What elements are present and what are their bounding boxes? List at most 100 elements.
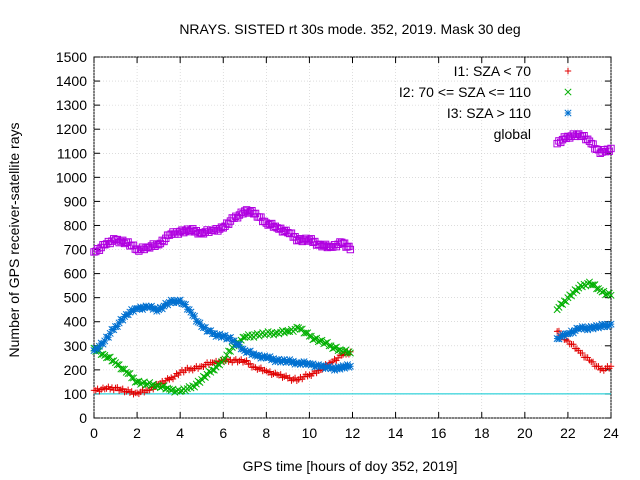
chart-title: NRAYS. SISTED rt 30s mode. 352, 2019. Ma… bbox=[179, 21, 520, 37]
x-tick-label: 20 bbox=[517, 425, 533, 441]
y-tick-label: 600 bbox=[64, 266, 88, 282]
y-tick-label: 1400 bbox=[56, 73, 87, 89]
y-tick-label: 500 bbox=[64, 290, 88, 306]
data-point bbox=[330, 344, 339, 352]
legend-label: I1: SZA < 70 bbox=[454, 63, 532, 79]
data-point bbox=[246, 360, 254, 367]
data-point bbox=[158, 383, 166, 391]
x-tick-label: 0 bbox=[90, 425, 98, 441]
x-tick-label: 2 bbox=[133, 425, 141, 441]
legend-marker bbox=[564, 88, 572, 96]
data-point bbox=[600, 287, 608, 295]
data-point bbox=[114, 384, 121, 391]
data-point bbox=[346, 245, 355, 254]
data-point bbox=[243, 357, 250, 364]
y-tick-label: 1200 bbox=[56, 121, 87, 137]
data-point bbox=[284, 327, 292, 335]
x-tick-label: 24 bbox=[603, 425, 619, 441]
y-tick-label: 1300 bbox=[56, 97, 87, 113]
y-axis-label: Number of GPS receiver-satellite rays bbox=[6, 123, 22, 358]
y-tick-label: 400 bbox=[64, 314, 88, 330]
data-point bbox=[113, 361, 121, 369]
x-axis-label: GPS time [hours of doy 352, 2019] bbox=[243, 458, 458, 474]
data-point bbox=[589, 358, 597, 366]
x-tick-label: 4 bbox=[176, 425, 184, 441]
data-point bbox=[106, 329, 114, 337]
data-point bbox=[579, 349, 586, 357]
y-tick-label: 800 bbox=[64, 217, 88, 233]
x-tick-label: 16 bbox=[431, 425, 447, 441]
data-point bbox=[557, 300, 565, 308]
data-point bbox=[311, 335, 319, 343]
series-3 bbox=[90, 296, 615, 374]
data-point bbox=[257, 364, 265, 371]
x-tick-label: 14 bbox=[388, 425, 404, 441]
data-point bbox=[555, 327, 563, 335]
data-point bbox=[133, 378, 141, 386]
data-point bbox=[607, 363, 615, 370]
data-point bbox=[293, 323, 301, 331]
data-point bbox=[346, 349, 354, 357]
data-point bbox=[593, 285, 601, 293]
legend: I1: SZA < 70 I2: 70 <= SZA <= 110 I3: SZA … bbox=[399, 63, 572, 142]
data-point bbox=[336, 346, 344, 354]
data-point bbox=[607, 144, 615, 153]
data-point bbox=[316, 337, 324, 345]
legend-marker bbox=[564, 109, 572, 117]
series-4 bbox=[90, 130, 615, 256]
y-tick-label: 900 bbox=[64, 193, 88, 209]
data-point bbox=[208, 366, 217, 374]
data-point bbox=[555, 303, 563, 311]
data-point bbox=[128, 374, 136, 382]
data-point bbox=[322, 339, 330, 347]
data-point bbox=[221, 355, 229, 363]
legend-label: global bbox=[494, 126, 531, 142]
data-point bbox=[332, 343, 340, 351]
data-point bbox=[119, 385, 126, 392]
data-point bbox=[562, 298, 570, 306]
data-point bbox=[226, 347, 234, 355]
x-tick-label: 10 bbox=[302, 425, 318, 441]
data-point bbox=[309, 336, 317, 344]
data-point bbox=[314, 338, 322, 346]
y-tick-label: 1500 bbox=[56, 49, 87, 65]
x-tick-label: 18 bbox=[474, 425, 490, 441]
data-point bbox=[313, 334, 321, 342]
data-point bbox=[320, 340, 328, 348]
data-point bbox=[318, 336, 326, 344]
y-tick-label: 100 bbox=[64, 386, 88, 402]
y-tick-label: 1100 bbox=[57, 145, 87, 161]
x-tick-label: 22 bbox=[560, 425, 576, 441]
data-point bbox=[108, 357, 116, 365]
legend-label: I2: 70 <= SZA <= 110 bbox=[399, 84, 531, 100]
y-tick-label: 1000 bbox=[56, 169, 87, 185]
series-group bbox=[90, 130, 615, 398]
data-point bbox=[266, 368, 274, 375]
x-axis: 0 2 4 6 8 10 12 14 16 18 20 22 24 bbox=[90, 57, 619, 441]
data-point bbox=[346, 362, 354, 370]
data-point bbox=[595, 363, 602, 370]
data-point bbox=[124, 369, 132, 378]
data-point bbox=[289, 357, 297, 365]
data-point bbox=[126, 370, 134, 378]
data-point bbox=[307, 332, 315, 340]
data-point bbox=[325, 342, 333, 350]
legend-marker bbox=[564, 67, 572, 75]
data-point bbox=[153, 382, 161, 390]
data-point bbox=[607, 291, 615, 299]
y-axis: 0 100 200 300 400 500 600 700 800 900 1000 1100 1200… bbox=[56, 49, 611, 426]
data-point bbox=[598, 288, 606, 296]
data-point bbox=[160, 382, 168, 390]
y-tick-label: 700 bbox=[64, 242, 88, 258]
data-point bbox=[277, 371, 284, 378]
legend-label: I3: SZA > 110 bbox=[447, 105, 531, 121]
x-tick-label: 6 bbox=[219, 425, 227, 441]
y-tick-label: 0 bbox=[79, 410, 87, 426]
y-tick-label: 300 bbox=[64, 338, 88, 354]
data-point bbox=[607, 320, 615, 328]
data-point bbox=[329, 344, 337, 353]
y-tick-label: 200 bbox=[64, 362, 88, 378]
data-point bbox=[558, 300, 567, 309]
data-point bbox=[570, 341, 577, 348]
